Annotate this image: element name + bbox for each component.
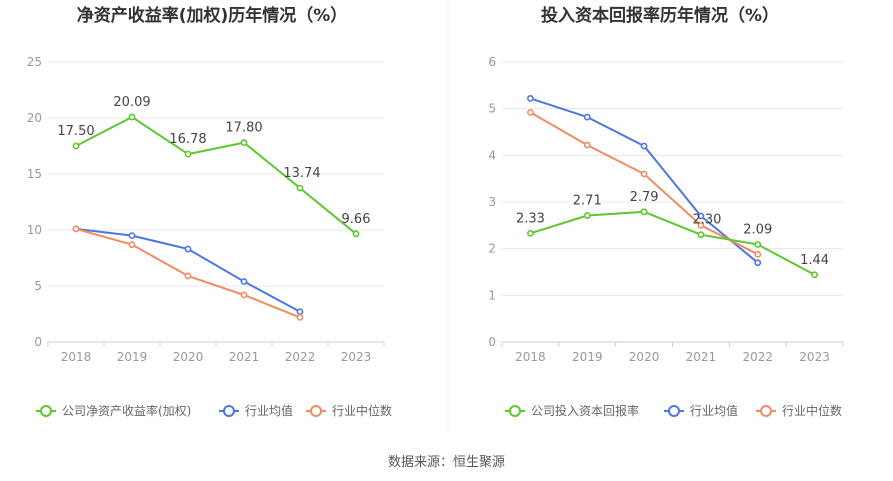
chart2-legend-label: 行业均值 bbox=[690, 403, 738, 418]
chart1-x-tick-label: 2021 bbox=[229, 350, 260, 364]
chart1-title: 净资产收益率(加权)历年情况（%） bbox=[77, 5, 348, 26]
chart2-x-tick-label: 2018 bbox=[515, 350, 546, 364]
chart1-data-label: 9.66 bbox=[342, 212, 371, 227]
chart1-y-tick-label: 10 bbox=[27, 223, 42, 237]
chart1-series-3-point bbox=[296, 313, 304, 321]
chart2-x-tick-label: 2023 bbox=[799, 350, 830, 364]
chart2-y-tick-label: 2 bbox=[488, 242, 496, 256]
chart1-series-2-point bbox=[240, 278, 248, 285]
chart1-x-tick-label: 2020 bbox=[173, 350, 204, 364]
chart1-legend-swatch-marker bbox=[40, 405, 52, 417]
chart1-x-tick-label: 2018 bbox=[61, 350, 92, 364]
chart2-series-1-line bbox=[530, 210, 816, 276]
chart1-series-1-line bbox=[75, 116, 357, 235]
chart1-y-tick-label: 25 bbox=[27, 55, 42, 69]
chart1-legend-swatch-marker bbox=[223, 405, 235, 417]
chart1-series-3-point bbox=[128, 241, 136, 248]
chart1-y-tick-label: 20 bbox=[27, 111, 42, 125]
chart1-series-3-point bbox=[72, 225, 80, 233]
chart1-data-label: 17.50 bbox=[57, 124, 94, 139]
chart2-y-tick-label: 6 bbox=[488, 55, 496, 69]
chart1-series-1-point bbox=[184, 150, 192, 158]
chart2-data-label: 2.09 bbox=[743, 222, 772, 237]
chart2-x-tick-label: 2020 bbox=[629, 350, 660, 364]
chart1-data-label: 16.78 bbox=[169, 132, 206, 147]
chart2-series-1-point bbox=[697, 231, 705, 239]
chart1-series-1-point bbox=[72, 142, 80, 150]
chart2-series-1-point bbox=[754, 241, 762, 248]
chart2-legend-swatch-marker bbox=[509, 405, 521, 417]
chart2-y-tick-label: 0 bbox=[488, 335, 496, 349]
chart2-legend-swatch-marker bbox=[760, 405, 772, 417]
chart1-series-3-point bbox=[240, 291, 248, 299]
chart2-x-tick-label: 2019 bbox=[572, 350, 603, 364]
chart2-legend-swatch-marker bbox=[668, 405, 680, 417]
chart1-series-1-point bbox=[240, 139, 248, 147]
chart1-series-1-point bbox=[296, 184, 304, 192]
chart2-x-tick-label: 2022 bbox=[742, 350, 773, 364]
chart1-data-label: 13.74 bbox=[283, 166, 320, 181]
chart1-legend-label: 行业均值 bbox=[245, 403, 293, 418]
chart2-data-label: 2.79 bbox=[630, 190, 659, 205]
chart2-series-2-point bbox=[697, 212, 705, 220]
chart1-legend-swatch-marker bbox=[310, 405, 322, 417]
chart2-y-tick-label: 1 bbox=[488, 288, 496, 302]
chart2-title: 投入资本回报率历年情况（%） bbox=[541, 5, 779, 26]
chart2-data-label: 2.71 bbox=[573, 194, 602, 209]
chart1-legend-label: 行业中位数 bbox=[332, 403, 392, 418]
chart2-series-2-point bbox=[583, 113, 591, 121]
chart1-x-tick-label: 2022 bbox=[285, 350, 316, 364]
chart2-data-label: 2.30 bbox=[692, 213, 721, 228]
chart2-series-2-point bbox=[754, 259, 762, 267]
chart1-series-1-point bbox=[128, 113, 136, 121]
chart2-data-label: 2.33 bbox=[516, 211, 545, 226]
chart1-y-tick-label: 5 bbox=[34, 279, 42, 293]
chart2-series-3-line bbox=[529, 111, 759, 256]
chart1-data-label: 17.80 bbox=[225, 121, 262, 136]
chart2-x-tick-label: 2021 bbox=[686, 350, 717, 364]
chart2-series-3-point bbox=[583, 141, 591, 149]
chart1-x-tick-label: 2019 bbox=[117, 350, 148, 364]
chart2-y-tick-label: 3 bbox=[488, 195, 496, 209]
chart1-y-tick-label: 0 bbox=[34, 335, 42, 349]
chart1-series-1-point bbox=[352, 230, 360, 238]
chart2-series-3-point bbox=[697, 221, 705, 229]
chart1-y-tick-label: 15 bbox=[27, 167, 42, 181]
chart2-series-2-point bbox=[640, 142, 648, 150]
chart2-series-1-point bbox=[527, 229, 534, 237]
chart2-y-tick-label: 5 bbox=[488, 102, 496, 116]
chart2-series-1-point bbox=[640, 208, 648, 216]
chart2-series-3-point bbox=[754, 250, 762, 258]
chart2-series-1-point bbox=[583, 212, 591, 219]
data-source-label: 数据来源：恒生聚源 bbox=[387, 455, 505, 470]
chart1-series-2-point bbox=[296, 308, 304, 316]
chart1-x-tick-label: 2023 bbox=[341, 350, 372, 364]
chart2-legend-label: 公司投入资本回报率 bbox=[531, 403, 639, 418]
chart1-series-2-point bbox=[128, 232, 136, 239]
chart2-series-1-point bbox=[811, 271, 818, 279]
chart1-series-3-point bbox=[184, 272, 192, 280]
chart2-series-3-point bbox=[640, 170, 648, 178]
chart1-series-2-point bbox=[184, 245, 192, 253]
chart1-legend-label: 公司净资产收益率(加权) bbox=[62, 403, 191, 418]
chart2-series-3-point bbox=[527, 109, 534, 116]
chart2-y-tick-label: 4 bbox=[488, 148, 496, 162]
chart2-legend-label: 行业中位数 bbox=[782, 403, 842, 418]
chart1-series-2-line bbox=[75, 227, 301, 313]
chart1-data-label: 20.09 bbox=[113, 95, 150, 110]
chart2-data-label: 1.44 bbox=[800, 253, 829, 268]
chart2-series-2-point bbox=[527, 95, 534, 102]
